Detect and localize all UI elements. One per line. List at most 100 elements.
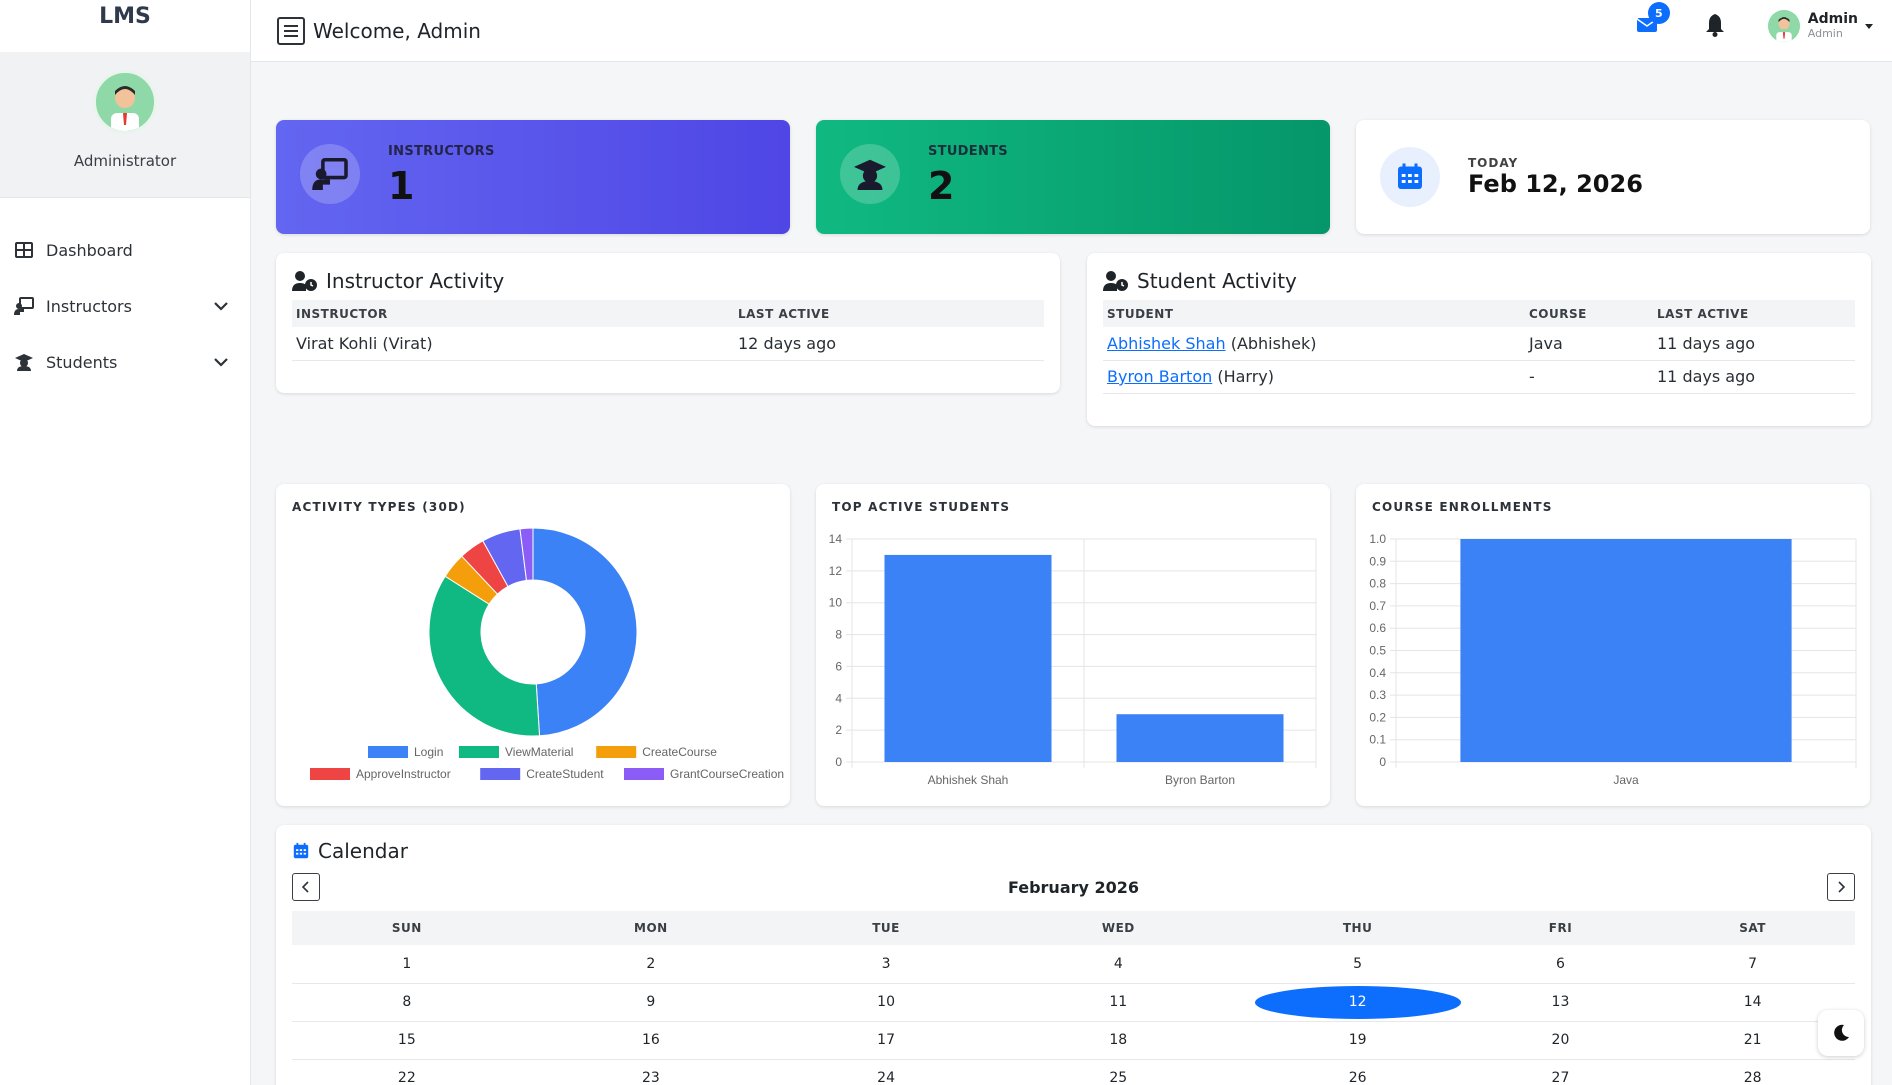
calendar-day[interactable]: 27 — [1470, 1059, 1651, 1085]
table-row: Virat Kohli (Virat) 12 days ago — [292, 327, 1044, 361]
chevron-down-icon[interactable] — [212, 353, 230, 371]
calendar-week-row: 22 23 24 25 26 27 28 — [292, 1059, 1855, 1085]
top-active-students-bar-chart: 0 2 4 6 8 10 12 14 Abhishek Shah Byron Barton — [829, 532, 1317, 787]
next-month-button[interactable] — [1827, 873, 1855, 901]
calendar-day[interactable]: 5 — [1244, 945, 1471, 984]
weekday-header: FRI — [1470, 911, 1651, 945]
calendar-day[interactable]: 25 — [992, 1059, 1245, 1085]
calendar-day[interactable]: 24 — [780, 1059, 993, 1085]
avatar[interactable] — [1767, 10, 1800, 42]
legend-swatch — [368, 746, 408, 758]
sidebar-item-dashboard[interactable]: Dashboard — [0, 222, 250, 278]
course: - — [1525, 360, 1653, 394]
notifications-button[interactable] — [1704, 13, 1728, 39]
course-enrollments-bar-chart: 0 0.1 0.2 0.3 0.4 0.5 0.6 0.7 0.8 0.9 1.0 Java — [1369, 532, 1857, 787]
menu-toggle-button[interactable] — [277, 16, 305, 45]
calendar-day[interactable]: 11 — [992, 983, 1245, 1022]
activity-types-donut-chart: Login ViewMaterial CreateCourse ApproveInst… — [310, 527, 784, 781]
sidebar-nav: Dashboard Instructors Students — [0, 198, 250, 390]
brand-logo[interactable]: LMS — [0, 0, 250, 52]
calendar-day[interactable]: 19 — [1244, 1021, 1471, 1060]
calendar-day[interactable]: 1 — [292, 945, 522, 984]
calendar-day[interactable]: 16 — [521, 1021, 781, 1060]
y-tick-label: 0.4 — [1369, 666, 1386, 680]
previous-month-button[interactable] — [292, 873, 320, 901]
calendar-day[interactable]: 22 — [292, 1059, 522, 1085]
calendar-day[interactable]: 4 — [992, 945, 1245, 984]
chevron-right-icon — [1838, 881, 1846, 893]
user-menu[interactable]: Admin Admin — [1808, 11, 1858, 39]
stat-value: 1 — [388, 164, 415, 208]
y-tick-label: 4 — [835, 691, 842, 705]
calendar-day[interactable]: 7 — [1650, 945, 1855, 984]
calendar-day[interactable]: 28 — [1650, 1059, 1855, 1085]
calendar-day[interactable]: 9 — [521, 983, 781, 1022]
weekday-header: SUN — [292, 911, 522, 945]
graduate-icon — [14, 352, 34, 372]
sidebar-item-instructors[interactable]: Instructors — [0, 278, 250, 334]
chart-title: TOP ACTIVE STUDENTS — [832, 500, 1011, 514]
stat-value: Feb 12, 2026 — [1468, 170, 1643, 198]
stat-label: INSTRUCTORS — [388, 144, 495, 159]
calendar-day[interactable]: 18 — [992, 1021, 1245, 1060]
y-tick-label: 0.5 — [1369, 644, 1386, 658]
calendar-day[interactable]: 17 — [780, 1021, 993, 1060]
calendar-icon — [293, 842, 309, 859]
y-tick-label: 10 — [829, 596, 843, 610]
today-stat-card: TODAY Feb 12, 2026 — [1356, 120, 1870, 234]
y-tick-label: 0.9 — [1369, 554, 1386, 568]
card-title-text: Instructor Activity — [326, 269, 505, 293]
chevron-down-icon[interactable] — [212, 297, 230, 315]
graduate-icon — [840, 144, 900, 204]
calendar-day[interactable]: 23 — [521, 1059, 781, 1085]
calendar-day[interactable]: 15 — [292, 1021, 522, 1060]
legend-swatch — [624, 768, 664, 780]
calendar-day[interactable]: 26 — [1244, 1059, 1471, 1085]
calendar-day[interactable]: 20 — [1470, 1021, 1651, 1060]
weekday-header: SAT — [1650, 911, 1855, 945]
legend-label: ApproveInstructor — [356, 767, 451, 781]
column-header: LAST ACTIVE — [1653, 300, 1855, 327]
y-tick-label: 0.1 — [1369, 733, 1386, 747]
legend-swatch — [310, 768, 350, 780]
user-clock-icon — [1103, 271, 1128, 291]
caret-down-icon[interactable] — [1864, 21, 1874, 31]
card-title: Student Activity — [1103, 269, 1297, 293]
calendar-day[interactable]: 2 — [521, 945, 781, 984]
messages-button[interactable]: 5 — [1636, 2, 1670, 38]
y-tick-label: 0.7 — [1369, 599, 1386, 613]
calendar-day[interactable]: 6 — [1470, 945, 1651, 984]
calendar-day[interactable]: 13 — [1470, 983, 1651, 1022]
sidebar-item-label: Students — [46, 352, 118, 372]
calendar-day[interactable]: 10 — [780, 983, 993, 1022]
card-title: Calendar — [292, 839, 408, 863]
legend-swatch — [459, 746, 499, 758]
card-title-text: Calendar — [318, 839, 408, 863]
sidebar-item-label: Dashboard — [46, 240, 133, 260]
calendar-day[interactable]: 3 — [780, 945, 993, 984]
y-tick-label: 0.3 — [1369, 688, 1386, 702]
y-tick-label: 14 — [829, 532, 843, 546]
instructor-activity-card: Instructor Activity INSTRUCTOR LAST ACTI… — [276, 253, 1060, 393]
last-active: 12 days ago — [734, 327, 1044, 361]
calendar-day[interactable]: 8 — [292, 983, 522, 1022]
moon-icon — [1834, 1024, 1849, 1041]
card-title-text: Student Activity — [1137, 269, 1297, 293]
calendar-day-today[interactable]: 12 — [1244, 983, 1471, 1022]
student-link[interactable]: Abhishek Shah — [1107, 333, 1226, 353]
theme-toggle-button[interactable] — [1818, 1010, 1864, 1056]
column-header: LAST ACTIVE — [734, 300, 1044, 327]
student-nick: (Harry) — [1212, 367, 1274, 386]
student-link[interactable]: Byron Barton — [1107, 367, 1213, 386]
y-tick-label: 0 — [1379, 755, 1386, 769]
y-tick-label: 0 — [835, 755, 842, 769]
weekday-header: THU — [1244, 911, 1471, 945]
calendar-grid: SUN MON TUE WED THU FRI SAT 1 2 3 4 5 6 7 8 9 10 11 12 13 1… — [292, 911, 1855, 1085]
student-nick: (Abhishek) — [1225, 333, 1317, 353]
legend-swatch — [480, 768, 521, 780]
legend-label: Login — [414, 745, 443, 759]
top-active-students-chart-card: TOP ACTIVE STUDENTS 0 2 4 6 8 10 12 14 Abhishek … — [816, 484, 1330, 806]
course: Java — [1525, 327, 1653, 361]
sidebar-item-students[interactable]: Students — [0, 334, 250, 390]
student-cell: Byron Barton (Harry) — [1103, 360, 1525, 394]
